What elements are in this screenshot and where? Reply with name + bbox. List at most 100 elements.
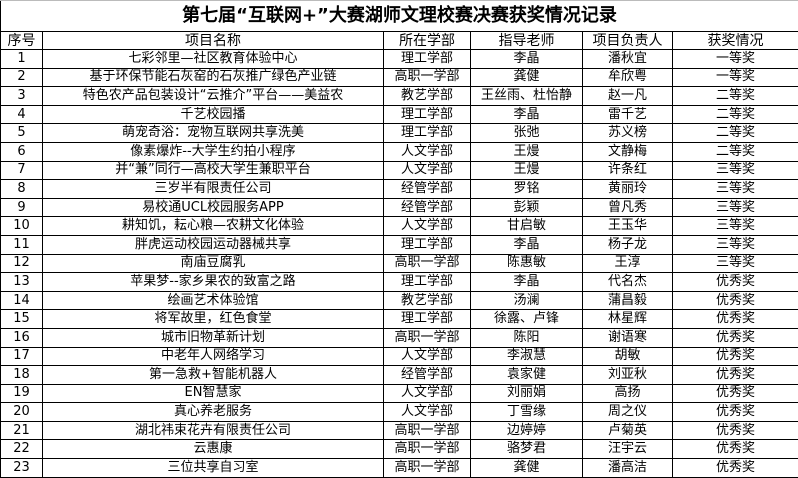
- cell-department[interactable]: 高职一学部: [384, 254, 471, 273]
- cell-index[interactable]: 19: [1, 384, 43, 403]
- cell-department[interactable]: 教艺学部: [384, 291, 471, 310]
- cell-project-name[interactable]: 萌宠奇浴：宠物互联网共享洗美: [43, 124, 384, 143]
- cell-leader[interactable]: 牟欣粤: [583, 68, 673, 87]
- cell-project-name[interactable]: 胖虎运动校园运动器械共享: [43, 235, 384, 254]
- cell-index[interactable]: 5: [1, 124, 43, 143]
- cell-project-name[interactable]: 中老年人网络学习: [43, 347, 384, 366]
- cell-index[interactable]: 23: [1, 459, 43, 478]
- cell-leader[interactable]: 林星辉: [583, 310, 673, 329]
- cell-project-name[interactable]: 像素爆炸--大学生约拍小程序: [43, 142, 384, 161]
- cell-leader[interactable]: 潘秋宜: [583, 50, 673, 69]
- cell-department[interactable]: 高职一学部: [384, 68, 471, 87]
- cell-department[interactable]: 教艺学部: [384, 87, 471, 106]
- cell-department[interactable]: 理工学部: [384, 235, 471, 254]
- cell-leader[interactable]: 王淳: [583, 254, 673, 273]
- cell-leader[interactable]: 胡敏: [583, 347, 673, 366]
- cell-department[interactable]: 高职一学部: [384, 421, 471, 440]
- cell-department[interactable]: 高职一学部: [384, 440, 471, 459]
- cell-index[interactable]: 4: [1, 105, 43, 124]
- cell-department[interactable]: 经管学部: [384, 180, 471, 199]
- header-leader[interactable]: 项目负责人: [583, 32, 673, 50]
- cell-project-name[interactable]: 第一急救+智能机器人: [43, 366, 384, 385]
- cell-index[interactable]: 14: [1, 291, 43, 310]
- cell-advisor[interactable]: 龚健: [471, 459, 583, 478]
- cell-award[interactable]: 优秀奖: [673, 384, 798, 403]
- cell-project-name[interactable]: 南庙豆腐乳: [43, 254, 384, 273]
- cell-project-name[interactable]: 湖北祎束花卉有限责任公司: [43, 421, 384, 440]
- cell-department[interactable]: 理工学部: [384, 105, 471, 124]
- cell-award[interactable]: 优秀奖: [673, 440, 798, 459]
- cell-award[interactable]: 优秀奖: [673, 421, 798, 440]
- cell-leader[interactable]: 曾凡秀: [583, 198, 673, 217]
- cell-award[interactable]: 一等奖: [673, 68, 798, 87]
- cell-leader[interactable]: 潘高洁: [583, 459, 673, 478]
- cell-project-name[interactable]: 云惠康: [43, 440, 384, 459]
- cell-project-name[interactable]: 特色农产品包装设计“云推介”平台——美益农: [43, 87, 384, 106]
- cell-leader[interactable]: 赵一凡: [583, 87, 673, 106]
- header-department[interactable]: 所在学部: [384, 32, 471, 50]
- cell-advisor[interactable]: 李晶: [471, 273, 583, 292]
- cell-department[interactable]: 理工学部: [384, 273, 471, 292]
- cell-leader[interactable]: 杨子龙: [583, 235, 673, 254]
- cell-advisor[interactable]: 陈阳: [471, 328, 583, 347]
- cell-advisor[interactable]: 骆梦君: [471, 440, 583, 459]
- header-project-name[interactable]: 项目名称: [43, 32, 384, 50]
- cell-award[interactable]: 优秀奖: [673, 347, 798, 366]
- cell-project-name[interactable]: 七彩邻里—社区教育体验中心: [43, 50, 384, 69]
- cell-index[interactable]: 20: [1, 403, 43, 422]
- cell-leader[interactable]: 汪宇云: [583, 440, 673, 459]
- cell-index[interactable]: 16: [1, 328, 43, 347]
- cell-project-name[interactable]: 三岁半有限责任公司: [43, 180, 384, 199]
- cell-leader[interactable]: 高扬: [583, 384, 673, 403]
- cell-award[interactable]: 二等奖: [673, 105, 798, 124]
- cell-advisor[interactable]: 王熳: [471, 142, 583, 161]
- cell-index[interactable]: 22: [1, 440, 43, 459]
- cell-index[interactable]: 15: [1, 310, 43, 329]
- cell-award[interactable]: 三等奖: [673, 198, 798, 217]
- cell-department[interactable]: 高职一学部: [384, 328, 471, 347]
- cell-award[interactable]: 一等奖: [673, 50, 798, 69]
- cell-advisor[interactable]: 丁雪缘: [471, 403, 583, 422]
- cell-advisor[interactable]: 边婷婷: [471, 421, 583, 440]
- cell-leader[interactable]: 刘亚秋: [583, 366, 673, 385]
- cell-project-name[interactable]: 城市旧物革新计划: [43, 328, 384, 347]
- cell-project-name[interactable]: 三位共享自习室: [43, 459, 384, 478]
- cell-project-name[interactable]: 耕知饥，耘心粮—农耕文化体验: [43, 217, 384, 236]
- cell-project-name[interactable]: 易校通UCL校园服务APP: [43, 198, 384, 217]
- cell-advisor[interactable]: 彭颖: [471, 198, 583, 217]
- cell-award[interactable]: 优秀奖: [673, 403, 798, 422]
- sheet-title[interactable]: 第七届“互联网+”大赛湖师文理校赛决赛获奖情况记录: [1, 1, 798, 32]
- cell-leader[interactable]: 文静梅: [583, 142, 673, 161]
- cell-department[interactable]: 人文学部: [384, 217, 471, 236]
- cell-award[interactable]: 优秀奖: [673, 273, 798, 292]
- cell-index[interactable]: 12: [1, 254, 43, 273]
- cell-award[interactable]: 三等奖: [673, 217, 798, 236]
- cell-leader[interactable]: 卢菊英: [583, 421, 673, 440]
- cell-leader[interactable]: 苏义榜: [583, 124, 673, 143]
- cell-advisor[interactable]: 李晶: [471, 105, 583, 124]
- cell-project-name[interactable]: 绘画艺术体验馆: [43, 291, 384, 310]
- cell-index[interactable]: 3: [1, 87, 43, 106]
- cell-award[interactable]: 二等奖: [673, 124, 798, 143]
- cell-project-name[interactable]: EN智慧家: [43, 384, 384, 403]
- cell-leader[interactable]: 谢语寒: [583, 328, 673, 347]
- cell-leader[interactable]: 雷千艺: [583, 105, 673, 124]
- cell-project-name[interactable]: 千艺校园播: [43, 105, 384, 124]
- cell-department[interactable]: 人文学部: [384, 384, 471, 403]
- cell-award[interactable]: 二等奖: [673, 87, 798, 106]
- cell-award[interactable]: 三等奖: [673, 254, 798, 273]
- cell-project-name[interactable]: 基于环保节能石灰窑的石灰推广绿色产业链: [43, 68, 384, 87]
- cell-advisor[interactable]: 汤澜: [471, 291, 583, 310]
- cell-advisor[interactable]: 王丝雨、杜怡静: [471, 87, 583, 106]
- cell-leader[interactable]: 代名杰: [583, 273, 673, 292]
- cell-advisor[interactable]: 李晶: [471, 235, 583, 254]
- cell-index[interactable]: 13: [1, 273, 43, 292]
- cell-advisor[interactable]: 李晶: [471, 50, 583, 69]
- cell-leader[interactable]: 王玉华: [583, 217, 673, 236]
- cell-index[interactable]: 2: [1, 68, 43, 87]
- cell-leader[interactable]: 许条红: [583, 161, 673, 180]
- cell-award[interactable]: 二等奖: [673, 142, 798, 161]
- cell-department[interactable]: 人文学部: [384, 142, 471, 161]
- cell-award[interactable]: 优秀奖: [673, 328, 798, 347]
- cell-project-name[interactable]: 苹果梦--家乡果农的致富之路: [43, 273, 384, 292]
